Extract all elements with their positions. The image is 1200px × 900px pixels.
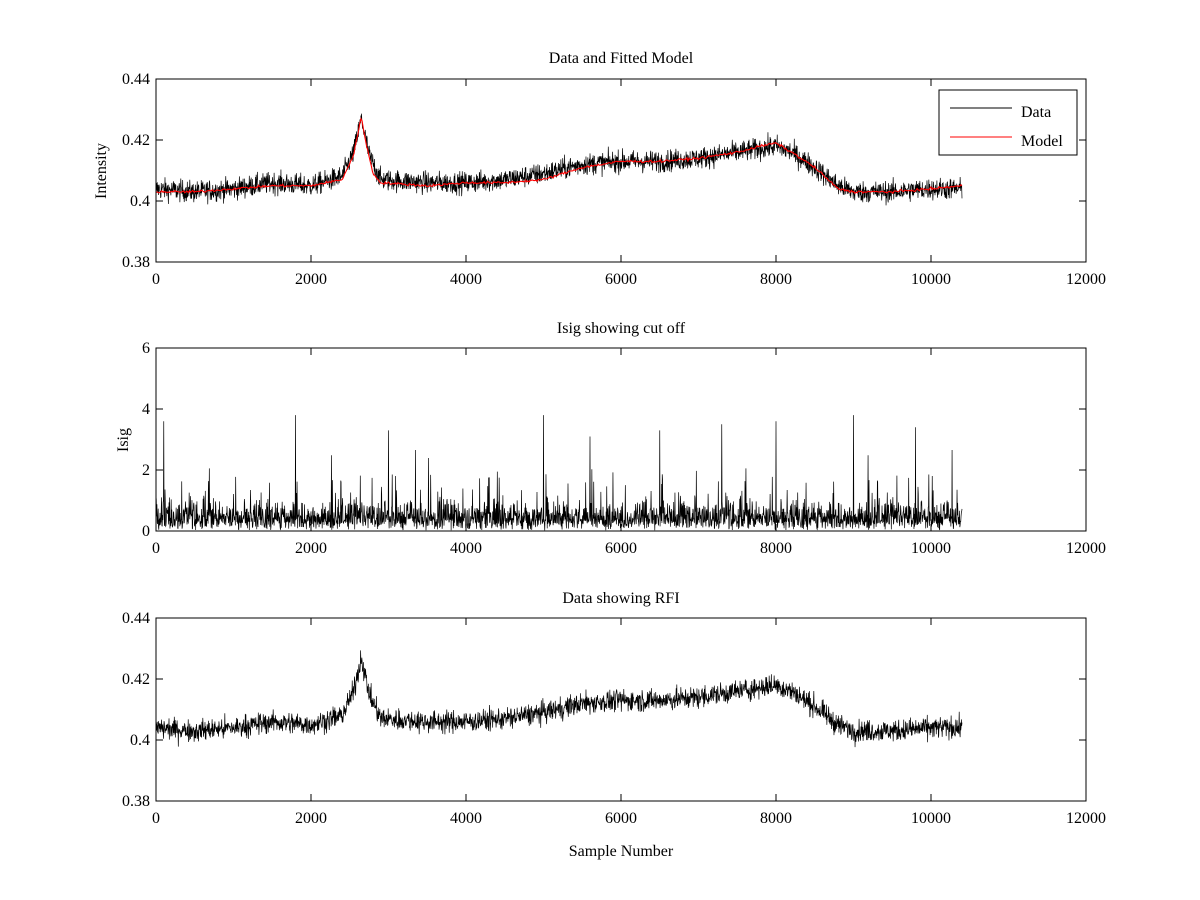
- y-tick-label: 0.4: [130, 732, 150, 749]
- panel-1: Data and Fitted Model 0 2000 4000 6000 8000 1…: [93, 50, 1106, 288]
- panel-3-y-ticks: 0.38 0.4 0.42 0.44: [122, 610, 1086, 810]
- legend-data-label: Data: [1021, 104, 1051, 121]
- x-tick-label: 2000: [295, 540, 327, 557]
- panel-1-plot-area: [155, 113, 963, 206]
- x-tick-label: 0: [152, 810, 160, 827]
- x-tick-label: 4000: [450, 810, 482, 827]
- x-tick-label: 0: [152, 271, 160, 288]
- legend-model-label: Model: [1021, 133, 1063, 150]
- x-tick-label: 2000: [295, 810, 327, 827]
- y-tick-label: 0.4: [130, 193, 150, 210]
- panel-1-y-ticks: 0.38 0.4 0.42 0.44: [122, 71, 1086, 271]
- panel-2-plot-area: [155, 415, 963, 531]
- panel-3-x-ticks: 0 2000 4000 6000 8000 10000 12000: [152, 618, 1106, 827]
- x-tick-label: 12000: [1066, 540, 1106, 557]
- panel-1-title: Data and Fitted Model: [549, 50, 694, 67]
- x-tick-label: 6000: [605, 540, 637, 557]
- panel-3-plot-area: [155, 650, 963, 748]
- panel-2-series-line-line: [155, 415, 963, 531]
- x-tick-label: 6000: [605, 810, 637, 827]
- x-tick-label: 0: [152, 540, 160, 557]
- y-tick-label: 0.42: [122, 671, 150, 688]
- x-tick-label: 10000: [911, 271, 951, 288]
- y-tick-label: 0.42: [122, 132, 150, 149]
- y-tick-label: 0: [142, 523, 150, 540]
- panel-1-series-model-line: [155, 117, 963, 195]
- panel-2: Isig showing cut off 0 2000 4000 6000 8000 10…: [115, 320, 1106, 557]
- y-tick-label: 0.38: [122, 793, 150, 810]
- panel-2-title: Isig showing cut off: [557, 320, 686, 337]
- x-tick-label: 4000: [450, 540, 482, 557]
- x-tick-label: 8000: [760, 810, 792, 827]
- panel-1-y-label: Intensity: [93, 143, 110, 199]
- x-tick-label: 8000: [760, 540, 792, 557]
- y-tick-label: 2: [142, 462, 150, 479]
- x-tick-label: 12000: [1066, 271, 1106, 288]
- y-tick-label: 0.44: [122, 71, 150, 88]
- panel-3-series-line-line: [155, 650, 963, 748]
- panel-1-x-ticks: 0 2000 4000 6000 8000 10000 12000: [152, 79, 1106, 288]
- y-tick-label: 6: [142, 340, 150, 357]
- y-tick-label: 0.38: [122, 254, 150, 271]
- x-tick-label: 2000: [295, 271, 327, 288]
- y-tick-label: 4: [142, 401, 150, 418]
- x-tick-label: 10000: [911, 810, 951, 827]
- legend-box: [938, 89, 1078, 156]
- panel-2-y-ticks: 0 2 4 6: [142, 340, 1086, 540]
- x-tick-label: 10000: [911, 540, 951, 557]
- panel-2-x-ticks: 0 2000 4000 6000 8000 10000 12000: [152, 348, 1106, 557]
- panel-3-title: Data showing RFI: [562, 590, 679, 607]
- x-tick-label: 8000: [760, 271, 792, 288]
- panel-2-y-label: Isig: [115, 428, 132, 452]
- x-tick-label: 4000: [450, 271, 482, 288]
- panel-3-x-label: Sample Number: [569, 843, 674, 860]
- x-tick-label: 6000: [605, 271, 637, 288]
- x-tick-label: 12000: [1066, 810, 1106, 827]
- panel-1-legend: Data Model: [938, 89, 1078, 156]
- panel-3: Data showing RFI 0 2000 4000 6000 8000 10000 1…: [122, 590, 1106, 860]
- y-tick-label: 0.44: [122, 610, 150, 627]
